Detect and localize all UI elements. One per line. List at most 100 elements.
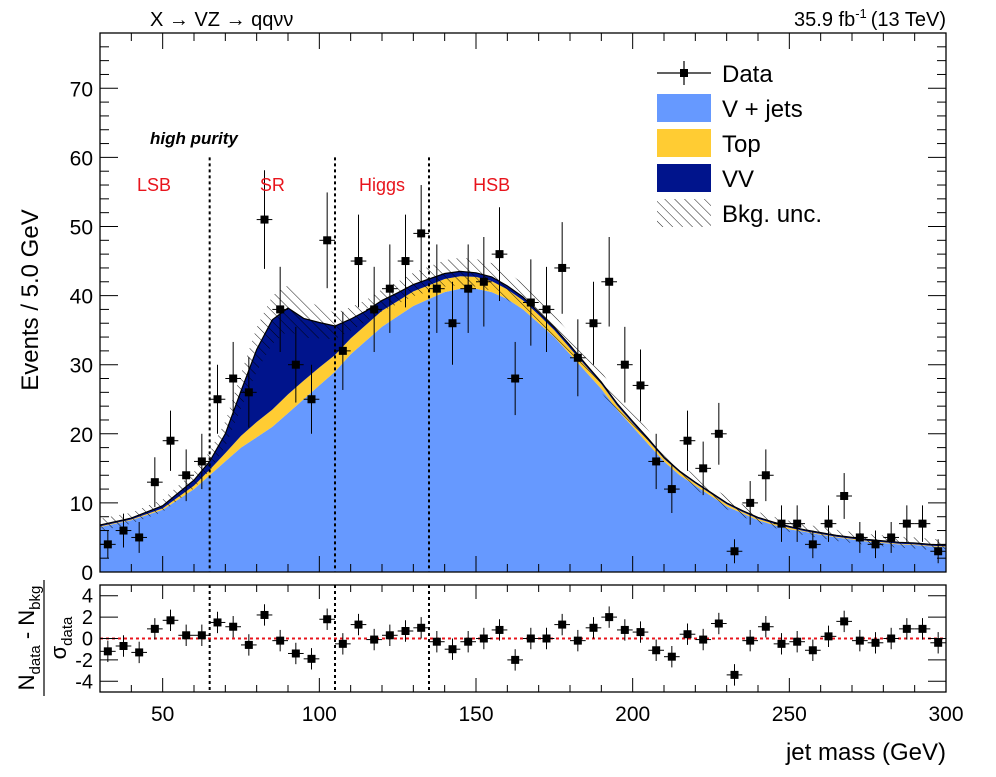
pull-point — [711, 612, 727, 635]
data-point — [852, 521, 868, 553]
bkg-unc-hatch — [100, 257, 946, 551]
legend-top-label: Top — [722, 131, 761, 158]
data-marker — [338, 346, 347, 355]
data-point — [460, 244, 476, 333]
data-point — [507, 341, 523, 416]
region-label-higgs: Higgs — [359, 175, 405, 195]
data-point — [350, 214, 367, 308]
x-tick-label: 250 — [772, 703, 807, 726]
pull-marker — [855, 636, 864, 645]
data-marker — [887, 533, 896, 542]
pull-point — [303, 648, 320, 670]
data-point — [382, 244, 398, 333]
data-marker — [244, 388, 253, 397]
pull-marker — [730, 670, 739, 679]
pull-marker — [338, 639, 347, 648]
pull-marker — [291, 649, 300, 658]
pull-marker — [432, 637, 441, 646]
data-point — [679, 410, 696, 471]
data-points — [100, 170, 946, 564]
data-point — [585, 281, 602, 365]
pull-point — [805, 639, 821, 661]
data-point — [476, 236, 492, 327]
data-point — [820, 505, 837, 542]
pull-point — [131, 641, 147, 664]
pull-marker — [417, 623, 426, 632]
data-marker — [746, 498, 755, 507]
legend-unc-swatch — [657, 199, 711, 227]
region-label-hsb: HSB — [473, 175, 510, 195]
data-marker — [667, 485, 676, 494]
pull-point — [178, 624, 194, 646]
pull-marker — [652, 646, 661, 655]
pull-marker — [808, 646, 817, 655]
data-marker — [605, 277, 614, 286]
pull-marker — [840, 617, 849, 626]
pull-point — [147, 618, 163, 640]
data-point — [930, 539, 946, 564]
data-marker — [934, 547, 943, 556]
data-marker — [323, 236, 332, 245]
pull-marker — [777, 639, 786, 648]
pull-marker — [636, 628, 645, 637]
pull-marker — [605, 613, 614, 622]
pull-marker — [276, 636, 285, 645]
pull-marker — [166, 616, 175, 625]
data-point — [726, 539, 743, 564]
data-marker — [197, 457, 206, 466]
data-point — [867, 530, 884, 559]
data-point — [883, 521, 899, 553]
main-frame — [99, 32, 947, 573]
vv-area — [100, 271, 946, 547]
ratio-ytitle-numerator: Ndata - Nbkg — [14, 586, 44, 691]
pull-point — [617, 619, 633, 641]
pull-point — [554, 613, 570, 636]
uncertainty-band — [100, 257, 946, 551]
data-point — [194, 433, 210, 490]
data-point — [695, 441, 711, 496]
data-point — [664, 465, 680, 514]
data-marker — [620, 360, 629, 369]
pull-marker — [135, 648, 144, 657]
data-marker — [699, 464, 708, 473]
data-point — [147, 457, 163, 508]
process-label: X → VZ → qqνν — [150, 9, 293, 31]
pull-point — [789, 631, 805, 653]
pull-point — [930, 632, 946, 654]
data-point — [836, 473, 852, 519]
pull-point — [742, 629, 758, 652]
pull-point — [100, 640, 116, 663]
pull-point — [366, 628, 382, 651]
category-label: high purity — [150, 129, 239, 148]
data-marker — [479, 277, 488, 286]
data-marker — [558, 263, 567, 272]
data-point — [914, 505, 931, 542]
pull-points — [100, 604, 946, 686]
pull-point — [413, 617, 429, 639]
data-point — [115, 513, 132, 548]
data-marker — [401, 257, 410, 266]
data-marker — [652, 457, 661, 466]
data-point — [444, 281, 461, 365]
data-point — [225, 341, 241, 416]
pull-marker — [620, 625, 629, 634]
pull-point — [319, 608, 335, 630]
pull-point — [256, 604, 273, 626]
data-marker — [432, 284, 441, 293]
data-point — [538, 266, 555, 353]
pull-marker — [887, 634, 896, 643]
pull-point — [162, 609, 179, 632]
legend-item-data: Data — [657, 61, 773, 88]
pull-point — [664, 645, 680, 668]
data-point — [491, 207, 508, 301]
data-marker — [150, 478, 159, 487]
pull-marker — [918, 624, 927, 633]
pull-marker — [667, 652, 676, 661]
pull-point — [491, 619, 508, 641]
pull-point — [225, 616, 241, 638]
data-point — [789, 505, 805, 542]
pull-point — [883, 627, 899, 650]
ratio-y-tick-label: -4 — [75, 671, 93, 693]
lumi-label: 35.9 fb-1 (13 TeV) — [794, 6, 946, 31]
